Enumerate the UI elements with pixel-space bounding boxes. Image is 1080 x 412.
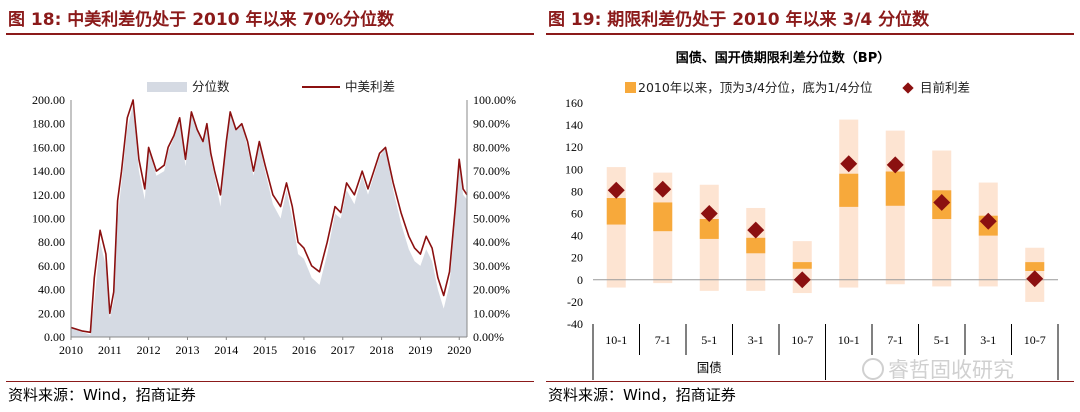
source-rule xyxy=(6,381,534,382)
current-spread-marker xyxy=(654,180,672,198)
legend-label-current: 目前利差 xyxy=(920,80,970,95)
category-label: 7-1 xyxy=(887,333,903,347)
range-bar xyxy=(606,167,626,288)
group-label: 国债 xyxy=(697,360,722,375)
wechat-icon xyxy=(862,358,884,380)
x-tick-label: 2017 xyxy=(331,343,355,357)
legend-swatch-percentile xyxy=(147,82,187,92)
y-right-tick-label: 0.00% xyxy=(473,330,504,344)
figure-19-panel: 图 19: 期限利差仍处于 2010 年以来 3/4 分位数 国债、国开债期限利… xyxy=(540,0,1080,412)
range-bar xyxy=(885,130,905,285)
current-spread-marker xyxy=(840,155,858,173)
term-spread-chart: 国债、国开债期限利差分位数（BP） 2010年以来，顶为3/4分位，底为1/4分位… xyxy=(565,50,1059,380)
y-left-tick-label: 0.00 xyxy=(44,330,65,344)
y-tick-label: 160 xyxy=(565,96,583,110)
x-tick-label: 2020 xyxy=(447,343,471,357)
quartile-bar xyxy=(606,198,626,225)
title-rule xyxy=(546,33,1074,35)
title-rule xyxy=(6,33,534,35)
x-tick-label: 2016 xyxy=(292,343,316,357)
x-tick-label: 2014 xyxy=(214,343,238,357)
x-tick-label: 2018 xyxy=(370,343,394,357)
y-tick-label: 60 xyxy=(571,207,583,221)
y-right-tick-label: 70.00% xyxy=(473,164,510,178)
source-rule xyxy=(546,381,1074,382)
quartile-bar xyxy=(792,262,812,269)
watermark: 睿哲固收研究 xyxy=(862,354,1014,384)
current-spread-marker xyxy=(793,271,811,289)
legend-swatch-current xyxy=(902,82,914,94)
y-right-tick-label: 60.00% xyxy=(473,188,510,202)
y-left-tick-label: 100.00 xyxy=(32,212,65,226)
quartile-bar xyxy=(653,202,673,232)
legend-label-spread: 中美利差 xyxy=(345,79,395,94)
spread-percentile-chart: 0.00 20.00 40.00 60.00 80.00 100.00 120.00 140.… xyxy=(32,79,516,357)
y-tick-label: 80 xyxy=(571,184,583,198)
category-label: 7-1 xyxy=(655,333,671,347)
y-right-tick-label: 50.00% xyxy=(473,212,510,226)
y-left-tick-label: 80.00 xyxy=(38,235,65,249)
y-tick-label: 100 xyxy=(565,162,583,176)
y-tick-label: 40 xyxy=(571,229,583,243)
category-label: 5-1 xyxy=(701,333,717,347)
legend-label-percentile: 分位数 xyxy=(192,79,230,94)
figure-18-title: 图 18: 中美利差仍处于 2010 年以来 70%分位数 xyxy=(8,10,395,30)
x-tick-label: 2019 xyxy=(408,343,432,357)
category-label: 10-1 xyxy=(838,333,860,347)
category-label: 10-7 xyxy=(791,333,813,347)
y-tick-label: 120 xyxy=(565,140,583,154)
current-spread-marker xyxy=(607,181,625,199)
y-right-tick-label: 10.00% xyxy=(473,306,510,320)
category-label: 3-1 xyxy=(748,333,764,347)
quartile-bar xyxy=(746,237,766,254)
quartile-bar xyxy=(839,173,859,207)
x-tick-label: 2011 xyxy=(98,343,122,357)
y-left-tick-label: 140.00 xyxy=(32,164,65,178)
y-tick-label: -20 xyxy=(567,295,583,309)
y-left-tick-label: 20.00 xyxy=(38,306,65,320)
y-right-tick-label: 40.00% xyxy=(473,235,510,249)
x-tick-label: 2010 xyxy=(59,343,83,357)
current-spread-marker xyxy=(886,156,904,174)
legend-label-range: 2010年以来，顶为3/4分位，底为1/4分位 xyxy=(638,80,873,95)
figure-18-source: 资料来源：Wind，招商证券 xyxy=(8,386,196,404)
y-right-tick-label: 90.00% xyxy=(473,117,510,131)
legend-swatch-range xyxy=(625,82,636,93)
y-tick-label: 20 xyxy=(571,251,583,265)
quartile-bar xyxy=(885,171,905,206)
current-spread-marker xyxy=(747,221,765,239)
watermark-text: 睿哲固收研究 xyxy=(888,358,1014,382)
y-right-tick-label: 20.00% xyxy=(473,283,510,297)
figure-18-panel: 图 18: 中美利差仍处于 2010 年以来 70%分位数 0.00 20.00 4… xyxy=(6,10,534,404)
spread-line xyxy=(70,99,468,334)
category-label: 10-1 xyxy=(605,333,627,347)
current-spread-marker xyxy=(700,205,718,222)
figure-19-source: 资料来源：Wind，招商证券 xyxy=(548,386,736,404)
y-left-tick-label: 200.00 xyxy=(32,93,65,107)
y-tick-label: 0 xyxy=(577,273,583,287)
x-tick-label: 2012 xyxy=(137,343,161,357)
category-label: 3-1 xyxy=(980,333,996,347)
y-tick-label: 140 xyxy=(565,118,583,132)
category-label: 10-7 xyxy=(1024,333,1046,347)
y-right-tick-label: 80.00% xyxy=(473,140,510,154)
y-left-tick-label: 180.00 xyxy=(32,117,65,131)
y-right-tick-label: 100.00% xyxy=(473,93,516,107)
x-tick-label: 2015 xyxy=(253,343,277,357)
percentile-area xyxy=(71,104,467,337)
y-tick-label: -40 xyxy=(567,317,583,331)
x-tick-label: 2013 xyxy=(175,343,199,357)
chart-title: 国债、国开债期限利差分位数（BP） xyxy=(676,50,890,66)
quartile-bar xyxy=(1025,262,1045,271)
y-left-tick-label: 60.00 xyxy=(38,259,65,273)
y-left-tick-label: 120.00 xyxy=(32,188,65,202)
y-right-tick-label: 30.00% xyxy=(473,259,510,273)
y-left-tick-label: 160.00 xyxy=(32,140,65,154)
current-spread-marker xyxy=(979,212,997,230)
current-spread-marker xyxy=(933,193,951,211)
figure-19-title: 图 19: 期限利差仍处于 2010 年以来 3/4 分位数 xyxy=(548,10,930,30)
category-label: 5-1 xyxy=(934,333,950,347)
quartile-bar xyxy=(699,219,719,239)
y-left-tick-label: 40.00 xyxy=(38,283,65,297)
